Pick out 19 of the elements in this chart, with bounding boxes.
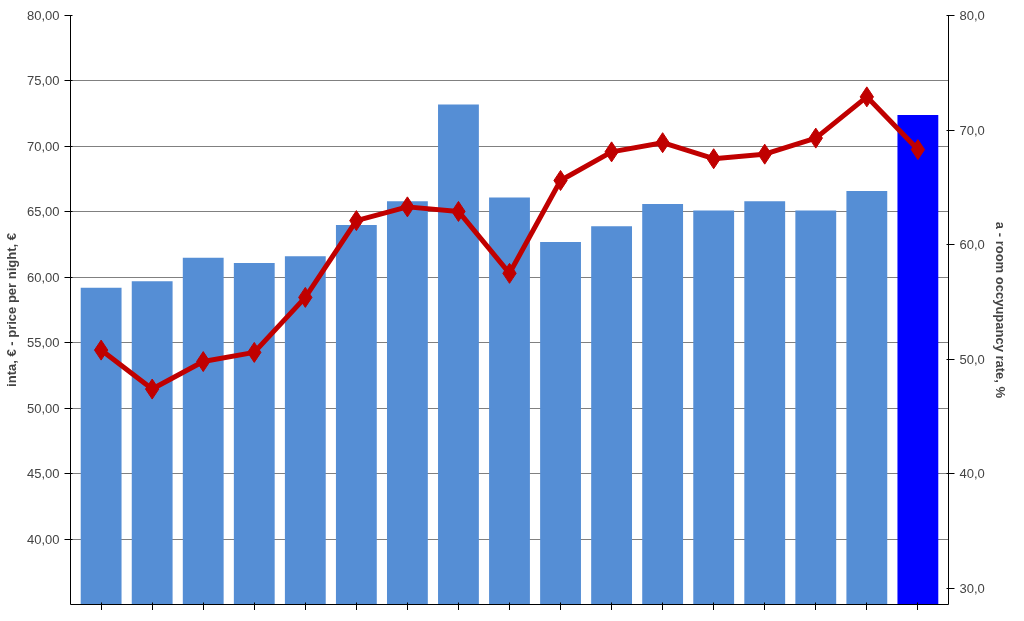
y-tick-label: 65,00 [26, 204, 60, 220]
y2-tick-label: 40,0 [959, 466, 985, 482]
point [910, 139, 926, 161]
y-tick-label: 75,00 [26, 73, 60, 89]
y2-tick-label: 60,0 [959, 237, 985, 253]
y-tick-label: 50,00 [26, 400, 60, 416]
y2-axis-title: a - room occyupancy rate, % [992, 221, 1008, 399]
y-tick-label: 70,00 [26, 138, 60, 154]
y2-tick-label: 70,0 [959, 122, 985, 138]
y-tick-label: 55,00 [26, 335, 60, 351]
y2-tick-label: 30,0 [959, 580, 985, 596]
y-tick-label: 45,00 [26, 466, 60, 482]
point [93, 339, 109, 361]
y-tick-label: 40,00 [26, 531, 60, 547]
y2-tick-label: 50,0 [959, 351, 985, 367]
y-tick-label: 60,00 [26, 269, 60, 285]
y2-tick-label: 80,0 [959, 8, 985, 23]
y-tick-label: 80,00 [26, 8, 60, 23]
y-axis-title: inta, € - price per night, € [3, 233, 19, 387]
